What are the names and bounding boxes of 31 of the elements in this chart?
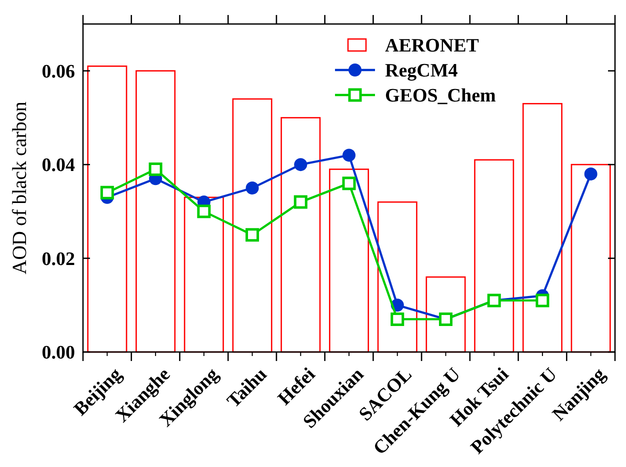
- bar: [329, 168, 369, 353]
- point: [294, 195, 308, 209]
- y-axis-title: AOD of black carbon: [9, 102, 31, 274]
- point: [148, 162, 162, 176]
- legend-label: RegCM4: [385, 60, 458, 82]
- point: [197, 204, 211, 218]
- point: [536, 294, 550, 308]
- bar: [377, 201, 418, 353]
- bar: [184, 196, 224, 353]
- bar: [426, 276, 466, 353]
- bar: [474, 159, 514, 353]
- legend-label: AERONET: [385, 36, 480, 57]
- bar: [232, 98, 272, 353]
- point: [100, 186, 114, 200]
- y-tick-label: 0.06: [42, 62, 75, 83]
- y-tick-label: 0.04: [42, 155, 76, 176]
- point: [584, 167, 598, 180]
- bar: [87, 66, 128, 353]
- bar: [280, 117, 321, 353]
- bar: [136, 70, 176, 353]
- bar: [570, 164, 611, 353]
- point: [390, 312, 404, 326]
- point: [246, 228, 260, 242]
- bar: [522, 103, 562, 353]
- point: [246, 182, 259, 194]
- point: [342, 176, 356, 190]
- point: [294, 158, 308, 172]
- y-tick-label: 0.02: [42, 248, 75, 270]
- legend-label: GEOS_Chem: [385, 86, 496, 107]
- y-tick-label: 0.00: [42, 342, 75, 364]
- point: [342, 148, 356, 162]
